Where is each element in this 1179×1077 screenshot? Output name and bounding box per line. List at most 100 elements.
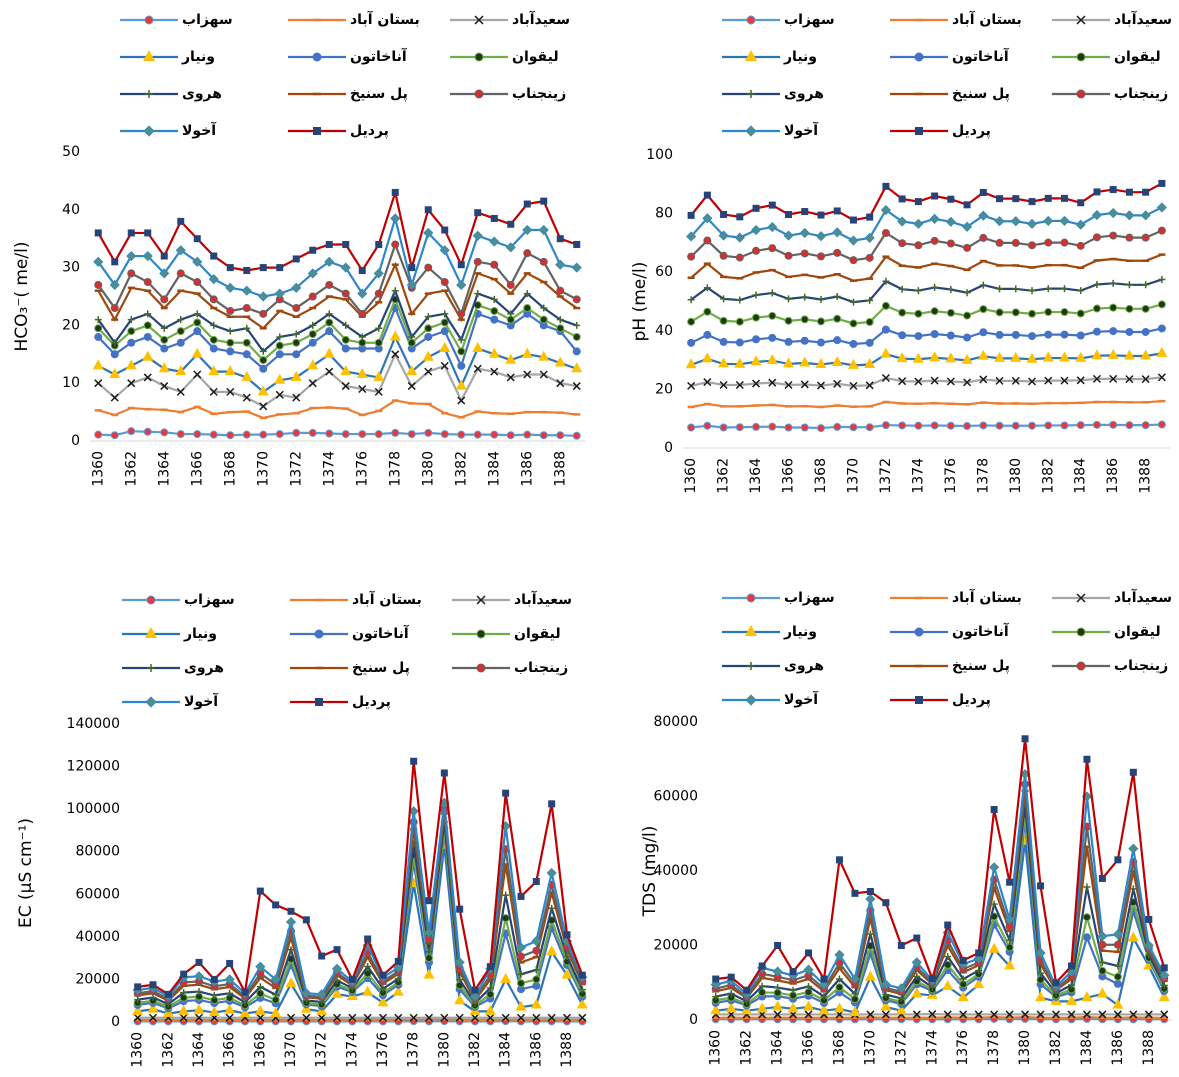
marker xyxy=(720,424,727,431)
marker xyxy=(753,292,760,299)
marker xyxy=(882,229,889,236)
marker xyxy=(359,267,366,274)
legend-marker xyxy=(747,90,755,98)
marker xyxy=(834,423,841,430)
marker xyxy=(1037,882,1044,889)
marker xyxy=(801,424,808,431)
x-tick-label: 1362 xyxy=(123,451,139,487)
marker xyxy=(704,192,711,199)
y-axis-label: pH (me/l) xyxy=(630,262,650,342)
marker xyxy=(210,431,217,438)
marker xyxy=(362,986,373,996)
marker xyxy=(441,279,448,286)
marker xyxy=(1006,879,1013,886)
marker xyxy=(1093,281,1100,288)
x-tick-label: 1366 xyxy=(781,458,797,494)
y-tick-label: 10 xyxy=(62,375,80,391)
marker xyxy=(882,899,889,906)
legend-marker xyxy=(315,630,323,638)
marker xyxy=(533,976,540,983)
marker xyxy=(1077,422,1084,429)
marker xyxy=(834,293,841,300)
marker xyxy=(929,351,940,361)
marker xyxy=(964,334,971,341)
marker xyxy=(95,431,102,438)
marker xyxy=(458,310,465,317)
marker xyxy=(1010,352,1021,362)
marker xyxy=(456,380,467,390)
legend-entry: لیقوان xyxy=(450,49,559,65)
legend-entry: زینجناب xyxy=(452,660,568,676)
marker xyxy=(180,971,187,978)
legend-marker xyxy=(313,53,321,61)
legend-entry: آخولا xyxy=(722,690,819,708)
marker xyxy=(1093,188,1100,195)
marker xyxy=(995,217,1004,226)
marker xyxy=(1110,421,1117,428)
marker xyxy=(287,917,296,926)
marker xyxy=(260,357,267,364)
marker xyxy=(736,318,743,325)
marker xyxy=(989,943,1000,953)
x-tick-label: 1368 xyxy=(252,1032,268,1068)
marker xyxy=(915,310,922,317)
marker xyxy=(799,357,810,367)
legend-entry: آخولا xyxy=(122,692,219,710)
marker xyxy=(1029,242,1036,249)
marker xyxy=(1126,328,1133,335)
legend-entry: ونیار xyxy=(722,624,817,640)
marker xyxy=(342,345,349,352)
marker xyxy=(1158,227,1165,234)
x-tick-label: 1364 xyxy=(770,1030,786,1066)
marker xyxy=(458,348,465,355)
marker xyxy=(533,878,540,885)
series-line xyxy=(691,207,1162,240)
marker xyxy=(161,336,168,343)
marker xyxy=(996,195,1003,202)
marker xyxy=(226,960,233,967)
marker xyxy=(425,429,432,436)
legend-marker xyxy=(477,664,485,672)
marker xyxy=(1022,735,1029,742)
legend-label: لیقوان xyxy=(1114,49,1161,65)
legend-label: هروی xyxy=(784,658,824,674)
y-tick-label: 60000 xyxy=(75,886,120,902)
marker xyxy=(95,333,102,340)
marker xyxy=(276,431,283,438)
marker xyxy=(849,236,858,245)
marker xyxy=(111,351,118,358)
marker xyxy=(210,296,217,303)
marker xyxy=(210,336,217,343)
marker xyxy=(227,264,234,271)
marker xyxy=(759,962,766,969)
y-tick-label: 40000 xyxy=(653,863,698,879)
legend-entry: زینجناب xyxy=(1052,658,1168,674)
marker xyxy=(688,318,695,325)
marker xyxy=(177,270,184,277)
marker xyxy=(375,339,382,346)
marker xyxy=(309,293,316,300)
marker xyxy=(426,955,433,962)
marker xyxy=(817,318,824,325)
marker xyxy=(801,337,808,344)
marker xyxy=(1110,280,1117,287)
marker xyxy=(801,250,808,257)
legend-marker xyxy=(146,697,156,707)
marker xyxy=(326,328,333,335)
marker xyxy=(165,991,172,998)
marker xyxy=(457,280,466,289)
marker xyxy=(704,237,711,244)
marker xyxy=(1109,209,1118,218)
marker xyxy=(866,214,873,221)
marker xyxy=(1077,287,1084,294)
legend-marker xyxy=(747,16,755,24)
marker xyxy=(161,429,168,436)
marker xyxy=(964,289,971,296)
marker xyxy=(728,974,735,981)
marker xyxy=(866,254,873,261)
marker xyxy=(192,348,203,358)
marker xyxy=(309,380,316,387)
marker xyxy=(359,310,366,317)
x-tick-label: 1384 xyxy=(498,1032,514,1068)
marker xyxy=(1158,325,1165,332)
